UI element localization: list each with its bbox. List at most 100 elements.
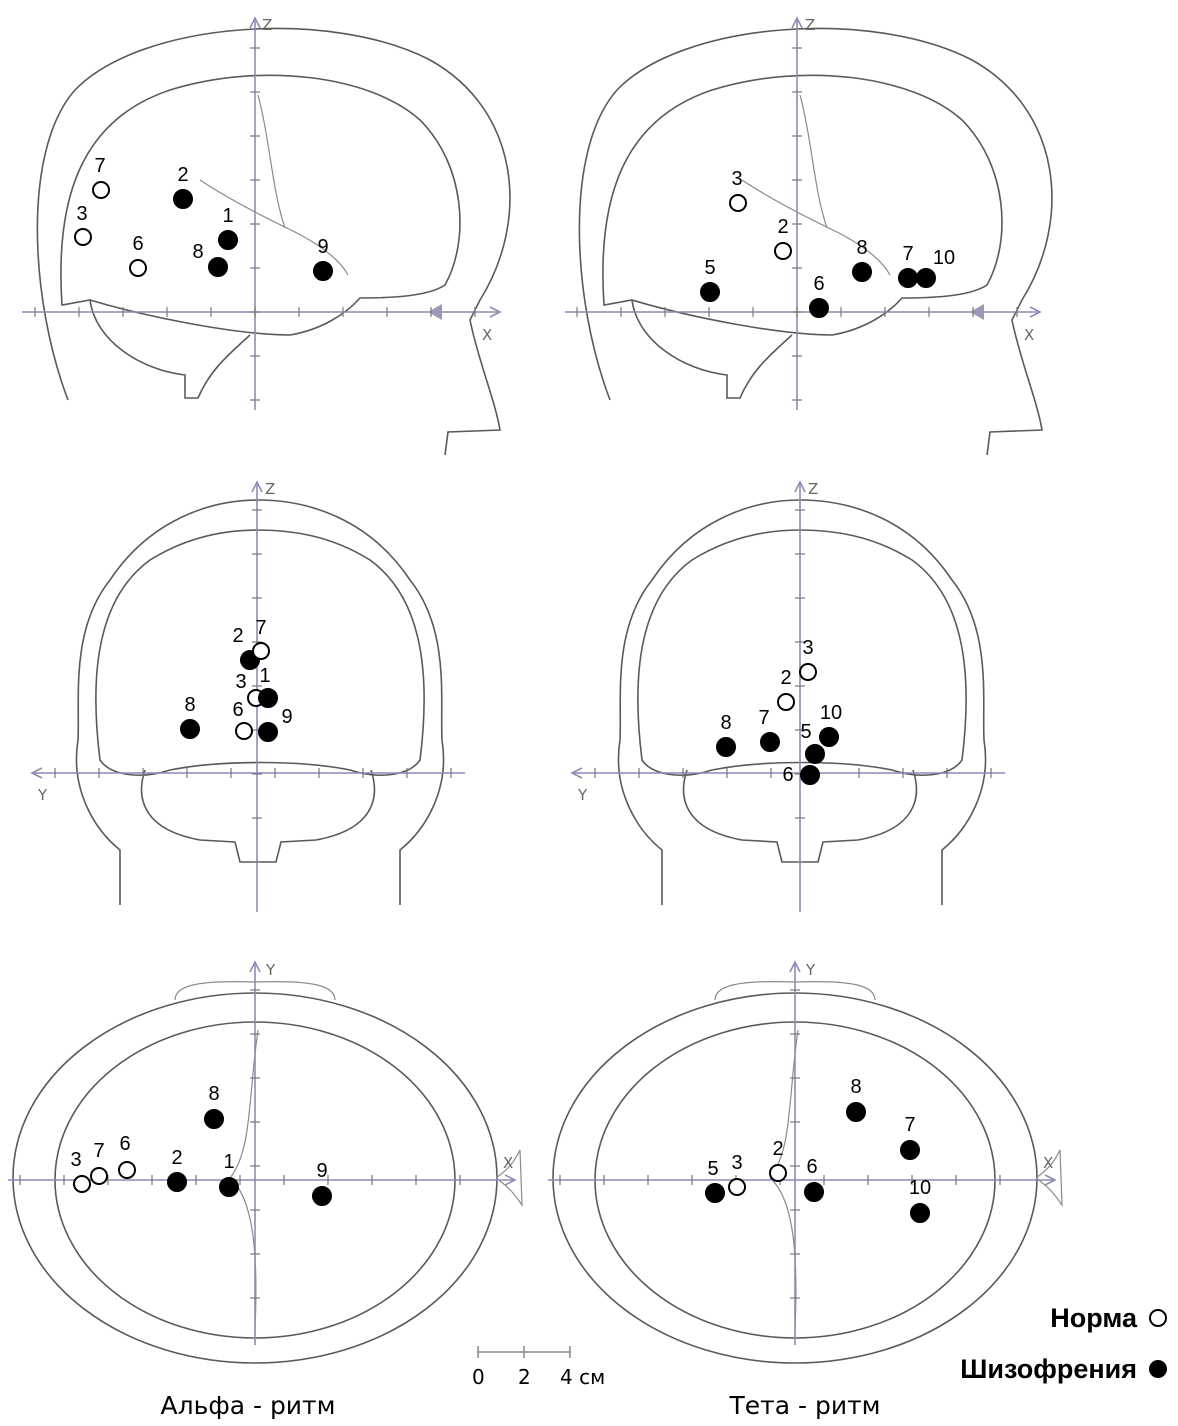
- axis-label-y: Y: [577, 786, 588, 804]
- dipole-label-alpha-coronal-7: 7: [255, 617, 266, 639]
- dipole-label-theta-coronal-8: 8: [720, 712, 731, 734]
- coronal-head-theta: [617, 499, 987, 905]
- schizo-dipole-theta-axial-10: [910, 1203, 930, 1223]
- schizo-dipole-alpha-coronal-1: [258, 688, 278, 708]
- schizo-dipole-theta-axial-5: [705, 1183, 725, 1203]
- legend-norm-label: Норма: [1050, 1303, 1138, 1333]
- dipole-label-alpha-axial-3: 3: [70, 1149, 81, 1171]
- axis-label-z: Z: [265, 480, 275, 498]
- scale-label-4: 4 см: [560, 1365, 605, 1389]
- schizo-dipole-alpha-axial-8: [204, 1109, 224, 1129]
- dipole-label-theta-sagittal-7: 7: [902, 243, 913, 265]
- dipole-label-alpha-axial-1: 1: [223, 1151, 234, 1173]
- schizo-dipole-theta-axial-7: [900, 1140, 920, 1160]
- dipole-label-theta-coronal-5: 5: [800, 721, 811, 743]
- dipole-label-alpha-coronal-6: 6: [232, 699, 243, 721]
- scale-label-0: 0: [472, 1365, 485, 1389]
- dipole-label-alpha-sagittal-1: 1: [222, 205, 233, 227]
- dipole-label-theta-coronal-6: 6: [782, 764, 793, 786]
- schizo-dipole-alpha-axial-2: [167, 1172, 187, 1192]
- norm-dipole-alpha-sagittal-3: [74, 228, 92, 246]
- dipole-label-theta-coronal-3: 3: [802, 637, 813, 659]
- dipole-label-theta-coronal-2: 2: [780, 667, 791, 689]
- dipole-label-alpha-sagittal-6: 6: [132, 233, 143, 255]
- axis-label-x: X: [503, 1154, 513, 1172]
- sagittal-head-alpha: [36, 27, 511, 456]
- norm-dipole-theta-sagittal-2: [774, 242, 792, 260]
- schizo-dipole-alpha-coronal-8: [180, 719, 200, 739]
- dipole-label-alpha-axial-7: 7: [93, 1140, 104, 1162]
- axis-label-y: Y: [805, 961, 816, 979]
- schizo-dipole-theta-sagittal-5: [700, 282, 720, 302]
- norm-dipole-alpha-sagittal-7: [92, 181, 110, 199]
- sagittal-head-theta: [578, 27, 1053, 456]
- legend-norm-symbol: [1149, 1309, 1167, 1327]
- dipole-label-alpha-axial-6: 6: [119, 1133, 130, 1155]
- dipole-label-alpha-coronal-2: 2: [232, 625, 243, 647]
- dipole-label-theta-axial-10: 10: [909, 1177, 931, 1199]
- dipole-label-alpha-sagittal-7: 7: [94, 155, 105, 177]
- axis-label-x: X: [1024, 326, 1034, 344]
- schizo-dipole-theta-sagittal-6: [809, 298, 829, 318]
- dipole-label-alpha-sagittal-2: 2: [177, 164, 188, 186]
- axis-label-y: Y: [265, 961, 276, 979]
- dipole-label-theta-sagittal-5: 5: [704, 257, 715, 279]
- norm-dipole-alpha-axial-6: [118, 1161, 136, 1179]
- axis-label-x: X: [482, 326, 492, 344]
- axis-ticks: [19, 47, 1018, 1299]
- coordinate-axes: [8, 16, 1057, 1345]
- scale-bar: 0 2 4 см: [472, 1346, 605, 1389]
- dipole-label-alpha-sagittal-3: 3: [76, 203, 87, 225]
- schizo-dipole-theta-coronal-6: [800, 765, 820, 785]
- norm-dipole-theta-coronal-3: [799, 663, 817, 681]
- axis-label-z: Z: [262, 16, 272, 34]
- schizo-dipole-theta-sagittal-7: [898, 268, 918, 288]
- schizo-dipole-alpha-sagittal-8: [208, 257, 228, 277]
- axis-label-y: Y: [37, 786, 48, 804]
- dipole-label-theta-coronal-7: 7: [758, 707, 769, 729]
- axis-label-z: Z: [808, 480, 818, 498]
- schizo-dipole-theta-coronal-5: [805, 744, 825, 764]
- schizo-dipole-theta-axial-6: [804, 1182, 824, 1202]
- schizo-dipole-alpha-axial-9: [312, 1186, 332, 1206]
- axis-label-z: Z: [805, 16, 815, 34]
- schizo-dipole-theta-sagittal-8: [852, 262, 872, 282]
- scale-label-2: 2: [518, 1365, 531, 1389]
- dipole-label-theta-axial-2: 2: [772, 1138, 783, 1160]
- norm-dipole-alpha-sagittal-6: [129, 259, 147, 277]
- dipole-label-alpha-axial-8: 8: [208, 1083, 219, 1105]
- schizo-dipole-alpha-axial-1: [219, 1177, 239, 1197]
- dipole-label-theta-sagittal-6: 6: [813, 273, 824, 295]
- dipole-label-alpha-coronal-3: 3: [235, 671, 246, 693]
- dipole-label-alpha-sagittal-9: 9: [317, 236, 328, 258]
- schizo-dipole-alpha-coronal-9: [258, 722, 278, 742]
- caption-theta: Тета - ритм: [729, 1391, 881, 1420]
- norm-dipole-theta-sagittal-3: [729, 194, 747, 212]
- schizo-dipole-theta-coronal-10: [819, 727, 839, 747]
- dipole-label-theta-axial-6: 6: [806, 1156, 817, 1178]
- dipole-label-theta-coronal-10: 10: [820, 702, 842, 724]
- schizo-dipole-theta-axial-8: [846, 1102, 866, 1122]
- dipole-label-theta-sagittal-2: 2: [777, 216, 788, 238]
- dipole-label-alpha-sagittal-8: 8: [192, 241, 203, 263]
- dipole-label-theta-sagittal-8: 8: [856, 237, 867, 259]
- schizo-dipole-theta-sagittal-10: [916, 268, 936, 288]
- dipole-label-theta-axial-5: 5: [707, 1158, 718, 1180]
- norm-dipole-theta-axial-2: [769, 1164, 787, 1182]
- dipole-label-theta-axial-3: 3: [731, 1152, 742, 1174]
- legend-schizo-symbol: [1149, 1360, 1167, 1378]
- dipole-label-alpha-axial-9: 9: [316, 1160, 327, 1182]
- caption-alpha: Альфа - ритм: [161, 1391, 336, 1420]
- norm-dipole-alpha-coronal-6: [235, 722, 253, 740]
- norm-dipole-theta-axial-3: [728, 1178, 746, 1196]
- norm-dipole-alpha-axial-3: [73, 1175, 91, 1193]
- dipole-label-alpha-coronal-9: 9: [281, 706, 292, 728]
- dipole-label-alpha-coronal-8: 8: [184, 694, 195, 716]
- axis-label-x: X: [1043, 1154, 1053, 1172]
- schizo-dipole-theta-coronal-8: [716, 737, 736, 757]
- dipole-label-theta-sagittal-10: 10: [933, 247, 955, 269]
- dipole-label-theta-sagittal-3: 3: [731, 168, 742, 190]
- schizo-dipole-alpha-sagittal-1: [218, 230, 238, 250]
